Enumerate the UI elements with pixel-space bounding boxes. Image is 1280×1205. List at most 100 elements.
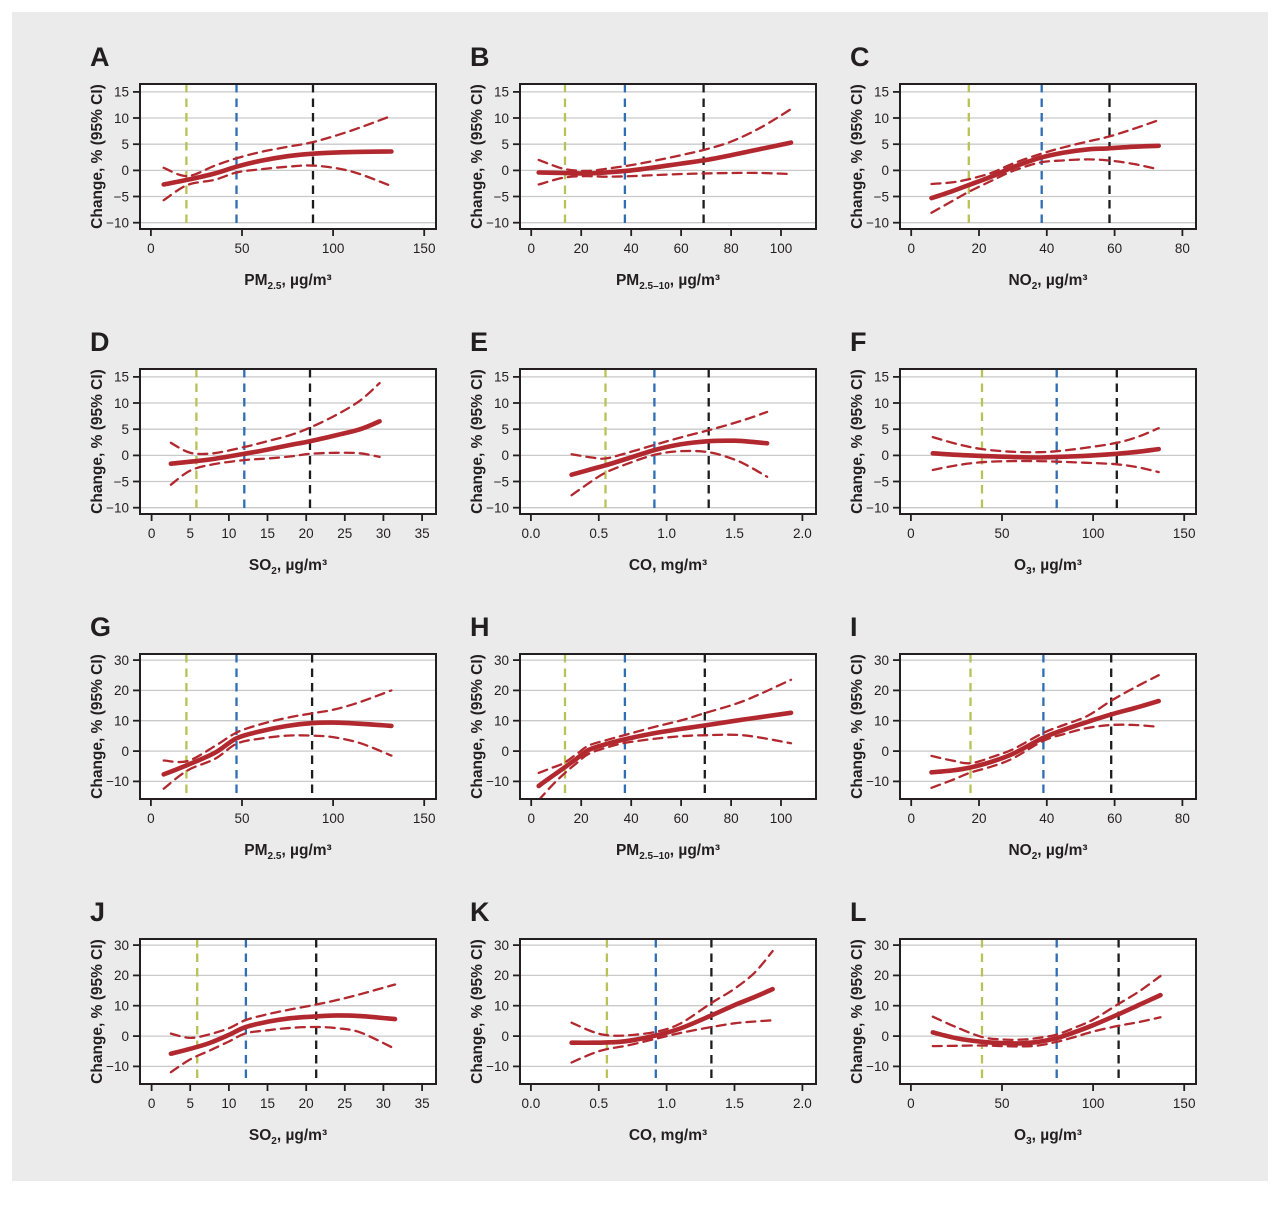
- y-axis-title: Change, % (95% CI): [469, 654, 486, 799]
- x-tick-label: 0: [527, 241, 535, 256]
- x-axis-title: NO2, µg/m³: [1008, 272, 1087, 292]
- y-tick-label: 20: [494, 683, 509, 698]
- x-tick-label: 25: [337, 526, 352, 541]
- panel-i-chart: 0 20 40 60 80 30 20 10 0 −10 I Change, % (95% CI) NO…: [849, 612, 1197, 862]
- y-tick-label: 0: [881, 744, 889, 759]
- y-tick-label: −10: [106, 216, 129, 231]
- plot-border: [899, 83, 1197, 230]
- y-axis-title: Change, % (95% CI): [469, 369, 486, 514]
- y-tick-label: 30: [874, 938, 889, 953]
- y-axis-title: Change, % (95% CI): [89, 84, 106, 229]
- y-tick-label: −10: [486, 216, 509, 231]
- x-tick-label: 0.0: [522, 526, 541, 541]
- y-tick-label: −10: [866, 774, 889, 789]
- y-tick-label: 15: [874, 370, 889, 385]
- y-tick-label: −10: [106, 774, 129, 789]
- x-axis-title: PM2.5, µg/m³: [244, 272, 331, 292]
- y-tick-label: 10: [114, 111, 129, 126]
- upper-95ci-curve: [162, 689, 393, 764]
- y-tick-label: 10: [494, 714, 509, 729]
- y-tick-label: 5: [501, 137, 509, 152]
- plot-border: [139, 368, 437, 515]
- lower-95ci-curve: [930, 723, 1160, 789]
- y-axis-title: Change, % (95% CI): [469, 939, 486, 1084]
- upper-95ci-curve: [930, 118, 1160, 186]
- x-axis-title: O3, µg/m³: [1014, 1127, 1082, 1147]
- upper-95ci-curve: [931, 427, 1160, 454]
- y-tick-label: 30: [494, 653, 509, 668]
- y-tick-label: 20: [494, 968, 509, 983]
- y-axis-title: Change, % (95% CI): [89, 369, 106, 514]
- y-tick-label: 30: [114, 653, 129, 668]
- lower-95ci-curve: [570, 1019, 774, 1064]
- x-tick-label: 2.0: [793, 526, 812, 541]
- x-tick-label: 20: [971, 811, 986, 826]
- x-tick-label: 10: [221, 526, 236, 541]
- y-tick-label: −5: [494, 189, 509, 204]
- y-axis-title: Change, % (95% CI): [849, 939, 866, 1084]
- upper-95ci-curve: [169, 381, 381, 456]
- plot-border: [899, 653, 1197, 800]
- y-tick-label: 20: [874, 968, 889, 983]
- x-tick-label: 40: [624, 811, 639, 826]
- x-axis-title: SO2, µg/m³: [249, 557, 327, 577]
- plot-border: [139, 938, 437, 1085]
- lower-95ci-curve: [570, 449, 769, 497]
- upper-95ci-curve: [162, 114, 393, 178]
- y-tick-label: 0: [121, 448, 129, 463]
- estimate-curve: [930, 992, 1163, 1046]
- x-tick-label: 60: [1107, 811, 1122, 826]
- upper-95ci-curve: [169, 983, 397, 1040]
- y-tick-label: 5: [121, 422, 129, 437]
- y-tick-label: 20: [114, 683, 129, 698]
- estimate-curve: [569, 986, 775, 1046]
- x-axis-title: PM2.5, µg/m³: [244, 842, 331, 862]
- plot-border: [899, 938, 1197, 1085]
- panel-b-chart: 0 20 40 60 80 100 15 10 5 0 −5 −10 B Change, % (95% C…: [469, 42, 817, 292]
- panel-letter: D: [90, 327, 110, 357]
- x-tick-label: 50: [234, 241, 249, 256]
- y-axis-title: Change, % (95% CI): [849, 84, 866, 229]
- plot-background: [900, 939, 1196, 1084]
- y-axis-title: Change, % (95% CI): [849, 369, 866, 514]
- x-tick-label: 30: [376, 1096, 391, 1111]
- panel-d-chart: 0 5 10 15 20 25 30 35 15 10 5 0 −5 −10 D Change, % (95%…: [89, 327, 437, 577]
- x-tick-label: 100: [322, 241, 345, 256]
- x-axis-title: PM2.5–10, µg/m³: [616, 272, 720, 292]
- x-tick-label: 80: [1175, 241, 1190, 256]
- plot-background: [520, 84, 816, 229]
- plot-border: [519, 653, 817, 800]
- x-tick-label: 150: [1173, 1096, 1196, 1111]
- y-tick-label: −10: [866, 1059, 889, 1074]
- x-tick-label: 1.5: [725, 1096, 744, 1111]
- panel-letter: J: [90, 897, 105, 927]
- upper-95ci-curve: [537, 107, 793, 173]
- y-tick-label: 10: [874, 111, 889, 126]
- x-tick-label: 100: [1082, 1096, 1105, 1111]
- y-tick-label: −5: [494, 474, 509, 489]
- y-tick-label: 10: [494, 111, 509, 126]
- y-tick-label: 10: [874, 714, 889, 729]
- x-tick-label: 150: [413, 811, 436, 826]
- x-tick-label: 1.5: [725, 526, 744, 541]
- y-tick-label: 10: [114, 396, 129, 411]
- lower-95ci-curve: [162, 164, 393, 202]
- x-tick-label: 20: [971, 241, 986, 256]
- x-tick-label: 30: [376, 526, 391, 541]
- lower-95ci-curve: [538, 733, 793, 799]
- x-axis-title: SO2, µg/m³: [249, 1127, 327, 1147]
- x-tick-label: 100: [322, 811, 345, 826]
- x-tick-label: 25: [337, 1096, 352, 1111]
- y-tick-label: −10: [486, 1059, 509, 1074]
- lower-95ci-curve: [162, 734, 393, 790]
- y-tick-label: 5: [881, 137, 889, 152]
- x-tick-label: 80: [724, 811, 739, 826]
- y-tick-label: −5: [114, 189, 129, 204]
- y-tick-label: −10: [106, 501, 129, 516]
- y-tick-label: −10: [486, 501, 509, 516]
- y-tick-label: 10: [874, 396, 889, 411]
